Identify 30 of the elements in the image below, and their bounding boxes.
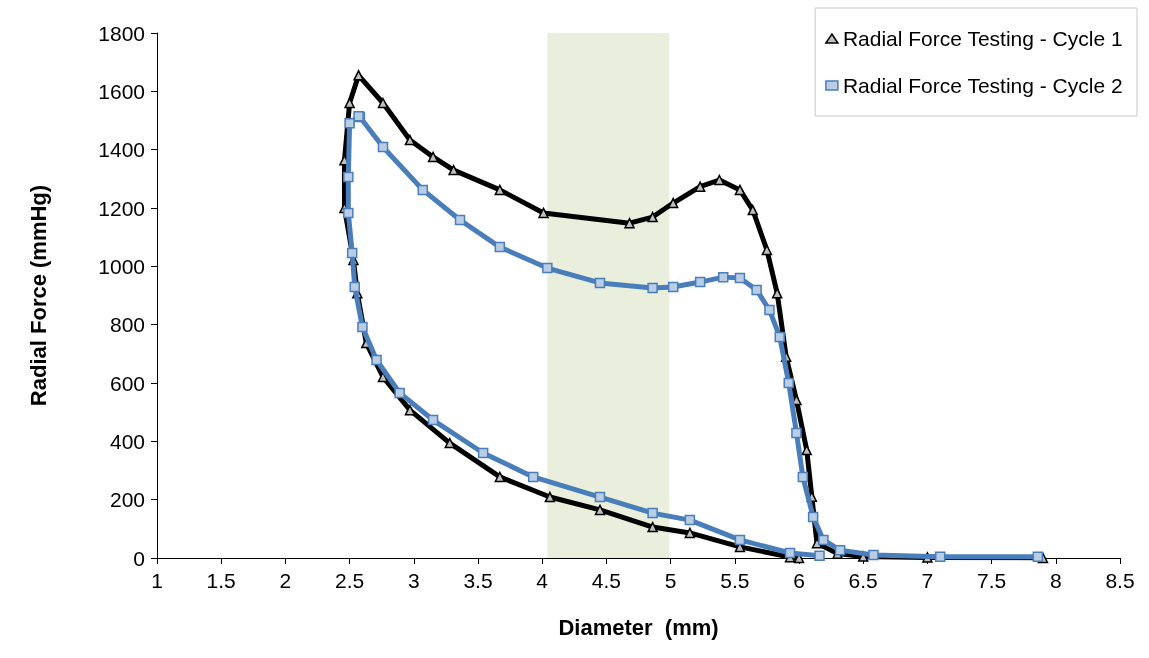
x-tick-label: 2.5 — [335, 569, 365, 592]
x-tick-label: 5.5 — [720, 569, 750, 592]
x-tick-label: 8.5 — [1105, 569, 1135, 592]
y-tick-label: 200 — [109, 488, 145, 512]
y-tick-label: 400 — [109, 429, 145, 453]
y-tick-label: 1000 — [98, 254, 145, 278]
x-axis-title: Diameter (mm) — [558, 614, 719, 640]
y-tick-label: 1600 — [98, 79, 145, 103]
x-tick-label: 7.5 — [977, 569, 1007, 592]
y-tick-label: 1800 — [98, 21, 145, 45]
legend-label: Radial Force Testing - Cycle 2 — [842, 74, 1123, 97]
x-tick-label: 6 — [793, 569, 805, 592]
x-tick-label: 3.5 — [463, 569, 493, 592]
legend-label: Radial Force Testing - Cycle 1 — [842, 27, 1123, 50]
y-tick-label: 1200 — [98, 196, 145, 220]
y-tick-label: 1400 — [98, 138, 145, 162]
x-tick-label: 3 — [407, 569, 420, 592]
x-tick-label: 4.5 — [591, 569, 621, 592]
x-tick-label: 2 — [279, 569, 292, 592]
y-axis-title: Radial Force (mmHg) — [25, 184, 51, 407]
x-tick-label: 8 — [1049, 569, 1062, 592]
y-tick-label: 600 — [109, 371, 145, 395]
x-tick-label: 1 — [151, 569, 163, 592]
y-tick-label: 0 — [133, 546, 145, 570]
x-tick-label: 4 — [536, 569, 549, 592]
x-tick-label: 5 — [664, 569, 677, 592]
x-tick-label: 7 — [921, 569, 934, 592]
x-tick-label: 6.5 — [848, 569, 878, 592]
x-tick-label: 1.5 — [206, 569, 236, 592]
y-tick-label: 800 — [109, 313, 145, 337]
